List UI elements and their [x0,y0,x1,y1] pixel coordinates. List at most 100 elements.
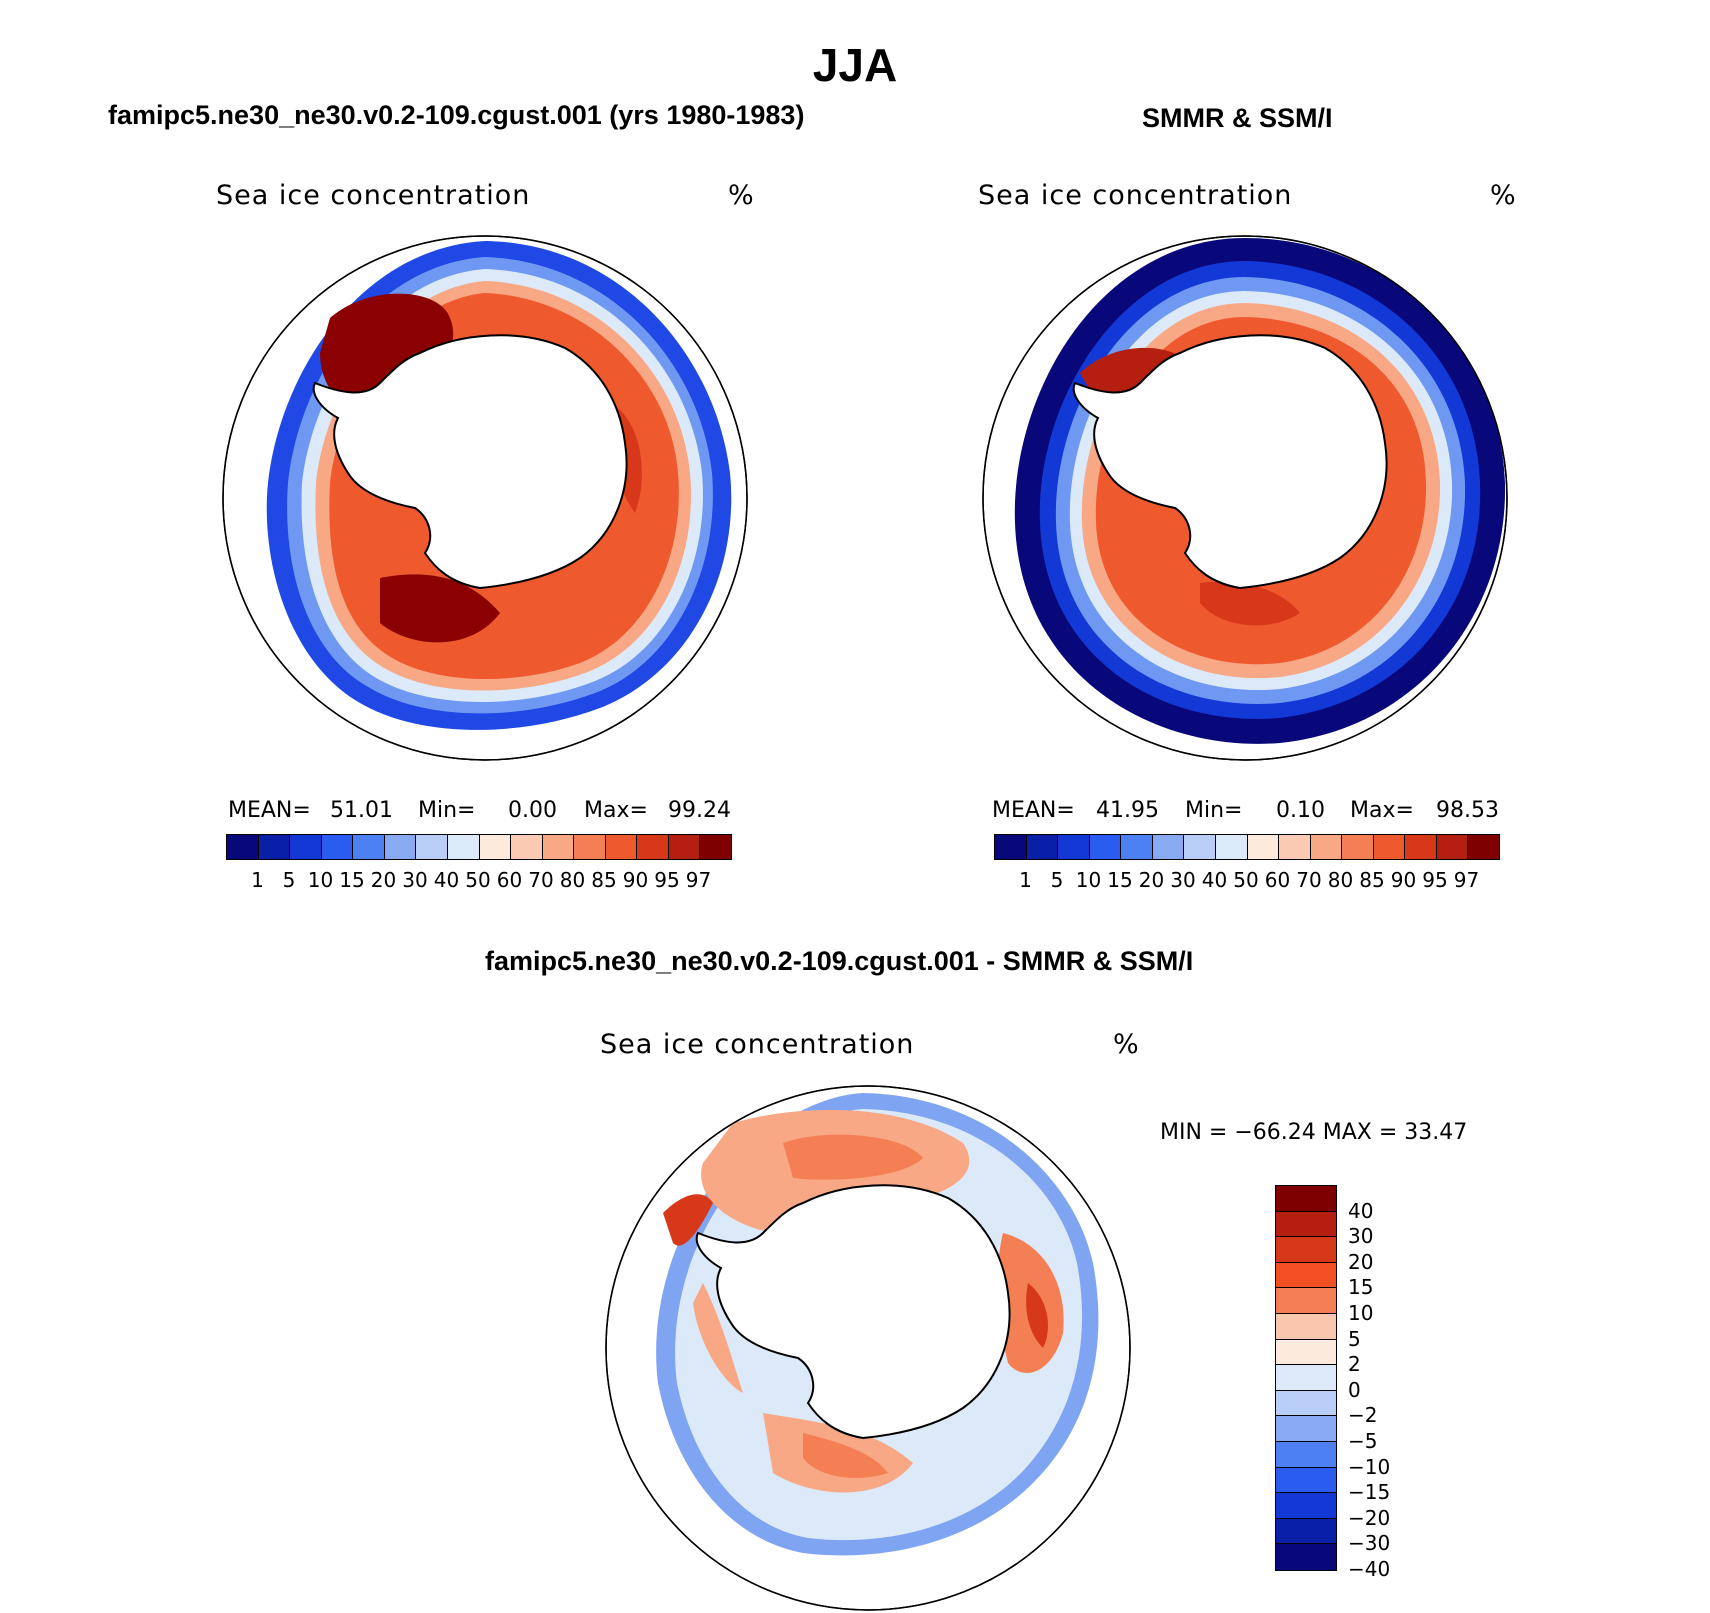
colorbar-swatch [700,835,731,859]
panel1-antarctica [312,334,628,590]
colorbar-tick-label: −20 [1348,1505,1391,1530]
colorbar-swatch [1026,835,1059,859]
colorbar-tick-label: 95 [654,868,680,892]
colorbar-tick-label: 5 [1050,868,1064,892]
panel2-colorbar [994,834,1500,860]
colorbar-tick-label: 30 [1170,868,1196,892]
colorbar-swatch [1276,1544,1336,1570]
colorbar-swatch [1276,1467,1336,1494]
figure-title: JJA [812,39,898,91]
colorbar-tick-label: 60 [496,868,523,892]
colorbar-tick-label: 80 [1327,868,1354,892]
colorbar-tick-label: 30 [402,868,428,892]
colorbar-tick-label: 85 [591,868,617,892]
colorbar-tick-label: 30 [1348,1224,1374,1249]
colorbar-swatch [605,835,638,859]
colorbar-tick-label: −10 [1348,1454,1391,1479]
diff-map [605,1085,1131,1611]
panel1-units: % [728,180,755,211]
diff-variable: Sea ice concentration [600,1029,915,1060]
panel2-units: % [1490,180,1517,211]
colorbar-tick-label: 85 [1359,868,1385,892]
colorbar-swatch [384,835,417,859]
colorbar-swatch [574,835,606,859]
panel1-colorbar-labels: 1 5 10 15 20 30 40 50 60 70 80 85 90 95 97 [226,868,730,894]
colorbar-swatch [1276,1288,1336,1314]
colorbar-tick-label: 10 [307,868,334,892]
panel1-min: 0.00 [508,798,557,823]
colorbar-swatch [637,835,669,859]
colorbar-swatch [1121,835,1153,859]
colorbar-swatch [1184,835,1216,859]
colorbar-tick-label: 90 [622,868,649,892]
colorbar-swatch [1089,835,1122,859]
colorbar-tick-label: 2 [1348,1352,1361,1377]
panel2-variable: Sea ice concentration [978,180,1293,211]
colorbar-tick-label: 10 [1075,868,1102,892]
colorbar-tick-label: 40 [433,868,460,892]
colorbar-tick-label: −40 [1348,1557,1391,1581]
panel1-max: 99.24 [668,798,731,823]
colorbar-tick-label: 80 [559,868,586,892]
colorbar-swatch [353,835,385,859]
colorbar-tick-label: 95 [1422,868,1448,892]
panel2-map [982,235,1508,761]
colorbar-tick-label: 5 [1348,1326,1361,1351]
colorbar-tick-label: 60 [1264,868,1291,892]
colorbar-tick-label: 40 [1348,1198,1374,1223]
colorbar-swatch [1279,835,1311,859]
colorbar-tick-label: 90 [1390,868,1417,892]
colorbar-tick-label: 70 [528,868,554,892]
colorbar-swatch [1342,835,1374,859]
colorbar-swatch [1436,835,1469,859]
colorbar-tick-label: 10 [1348,1301,1374,1325]
colorbar-swatch [1276,1313,1336,1340]
panel1-min-label: Min= [418,798,476,823]
colorbar-tick-label: 15 [1107,868,1133,892]
colorbar-swatch [1276,1518,1336,1545]
colorbar-tick-label: 20 [1138,868,1165,892]
panel2-max-label: Max= [1350,798,1414,823]
colorbar-swatch [1373,835,1406,859]
colorbar-swatch [1405,835,1437,859]
colorbar-tick-label: −15 [1348,1480,1391,1505]
colorbar-tick-label: −30 [1348,1531,1391,1556]
colorbar-swatch [290,835,322,859]
colorbar-tick-label: 15 [339,868,365,892]
colorbar-tick-label: 97 [685,868,712,892]
colorbar-swatch [479,835,512,859]
colorbar-swatch [1276,1262,1336,1289]
colorbar-tick-label: 1 [251,868,264,892]
diff-antarctica [695,1184,1011,1440]
colorbar-swatch [227,835,259,859]
colorbar-tick-label: 50 [1233,868,1259,892]
panel2-antarctica [1072,334,1388,590]
panel1-mean: 51.01 [330,798,393,823]
colorbar-swatch [1310,835,1343,859]
colorbar-swatch [1276,1186,1336,1212]
panel2-min-label: Min= [1185,798,1243,823]
panel1-variable: Sea ice concentration [216,180,531,211]
colorbar-tick-label: 40 [1201,868,1228,892]
colorbar-tick-label: 0 [1348,1377,1361,1402]
colorbar-swatch [1247,835,1280,859]
colorbar-tick-label: 20 [370,868,397,892]
colorbar-swatch [1276,1390,1336,1417]
colorbar-swatch [1276,1416,1336,1442]
colorbar-tick-label: 70 [1296,868,1322,892]
colorbar-swatch [995,835,1027,859]
panel1-title: famipc5.ne30_ne30.v0.2-109.cgust.001 (yr… [108,100,805,130]
colorbar-swatch [1276,1237,1336,1263]
colorbar-swatch [1058,835,1090,859]
panel1-map [222,235,748,761]
colorbar-swatch [1276,1365,1336,1391]
colorbar-swatch [447,835,480,859]
colorbar-swatch [1215,835,1248,859]
panel2-colorbar-labels: 1 5 10 15 20 30 40 50 60 70 80 85 90 95 97 [994,868,1498,894]
diff-units: % [1113,1029,1140,1060]
panel1-max-label: Max= [584,798,648,823]
colorbar-swatch [416,835,448,859]
colorbar-swatch [1276,1211,1336,1238]
colorbar-swatch [1276,1339,1336,1366]
panel1-colorbar [226,834,732,860]
